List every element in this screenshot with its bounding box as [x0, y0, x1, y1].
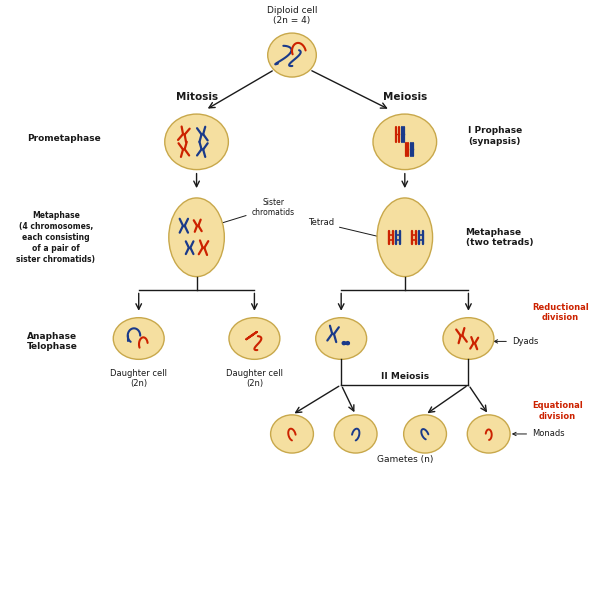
Ellipse shape [268, 33, 316, 77]
Text: Mitosis: Mitosis [176, 92, 218, 102]
Ellipse shape [377, 198, 433, 277]
Text: Monads: Monads [513, 430, 565, 439]
Text: Prometaphase: Prometaphase [26, 134, 100, 143]
Text: Anaphase
Telophase: Anaphase Telophase [26, 332, 77, 351]
Text: Metaphase
(4 chromosomes,
each consisting
of a pair of
sister chromatids): Metaphase (4 chromosomes, each consistin… [16, 211, 95, 264]
Text: Equational
division: Equational division [532, 401, 583, 421]
Text: I Prophase
(synapsis): I Prophase (synapsis) [469, 127, 523, 146]
Ellipse shape [404, 415, 446, 453]
Text: II Meiosis: II Meiosis [381, 372, 429, 381]
Text: Gametes (n): Gametes (n) [377, 455, 433, 464]
Ellipse shape [467, 415, 510, 453]
Ellipse shape [443, 317, 494, 359]
Ellipse shape [165, 114, 229, 170]
Text: Sister
chromatids: Sister chromatids [220, 197, 295, 224]
Ellipse shape [373, 114, 437, 170]
Ellipse shape [271, 415, 313, 453]
Ellipse shape [334, 415, 377, 453]
Text: Diploid cell
(2n = 4): Diploid cell (2n = 4) [267, 5, 317, 25]
Text: Daughter cell
(2n): Daughter cell (2n) [226, 368, 283, 388]
Text: Meiosis: Meiosis [383, 92, 427, 102]
Ellipse shape [169, 198, 224, 277]
Text: Tetrad: Tetrad [308, 218, 379, 236]
Ellipse shape [229, 317, 280, 359]
Ellipse shape [316, 317, 367, 359]
Ellipse shape [113, 317, 164, 359]
Text: Daughter cell
(2n): Daughter cell (2n) [110, 368, 167, 388]
Text: Dyads: Dyads [494, 337, 538, 346]
Text: Reductional
division: Reductional division [532, 303, 589, 322]
Text: Metaphase
(two tetrads): Metaphase (two tetrads) [466, 227, 533, 247]
